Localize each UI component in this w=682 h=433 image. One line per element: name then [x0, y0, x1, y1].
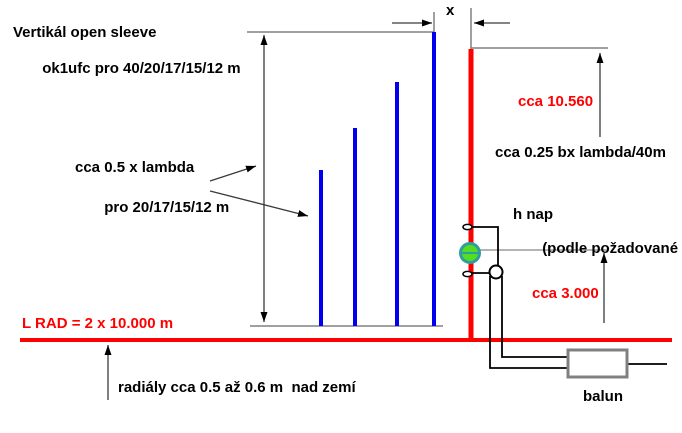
radials-note-label: radiály cca 0.5 až 0.6 m nad zemí: [118, 379, 356, 396]
coax-connector-circle: [488, 264, 504, 280]
balun-label: balun: [583, 388, 623, 405]
radiator-terminal-bottom: [462, 270, 473, 278]
diagram-title-line1: Vertikál open sleeve: [13, 24, 157, 41]
coax-wire-right: [501, 276, 568, 358]
sleeve-label-pointer-upper: [209, 165, 257, 182]
balun-box: [566, 348, 629, 379]
feed-point-label: h nap (podle požadované Z): [513, 206, 682, 257]
feed-wire-top: [470, 226, 499, 266]
feed-point-line1: h nap: [513, 206, 553, 223]
sleeve-length-label: cca 0.5 x lambda pro 20/17/15/12 m: [75, 158, 229, 218]
sleeve-length-line2: pro 20/17/15/12 m: [104, 199, 230, 216]
diagram-title: Vertikál open sleeve ok1ufc pro 40/20/17…: [13, 24, 241, 78]
diagram-title-line2: ok1ufc pro 40/20/17/15/12 m: [42, 60, 241, 77]
feed-point-line2: (podle požadované Z): [542, 240, 682, 257]
radiator-terminal-top: [462, 223, 473, 231]
spacing-x-label: x: [446, 2, 455, 19]
feed-height-value-label: cca 3.000: [532, 285, 599, 302]
sleeve-length-line1: cca 0.5 x lambda: [75, 159, 195, 176]
radiator-formula-label: cca 0.25 bx lambda/40m: [495, 144, 666, 161]
coax-wire-left: [489, 276, 568, 369]
radiator-height-label: cca 10.560: [518, 93, 594, 110]
radials-length-label: L RAD = 2 x 10.000 m: [22, 315, 174, 332]
sleeve-label-pointer-lower: [209, 190, 309, 217]
